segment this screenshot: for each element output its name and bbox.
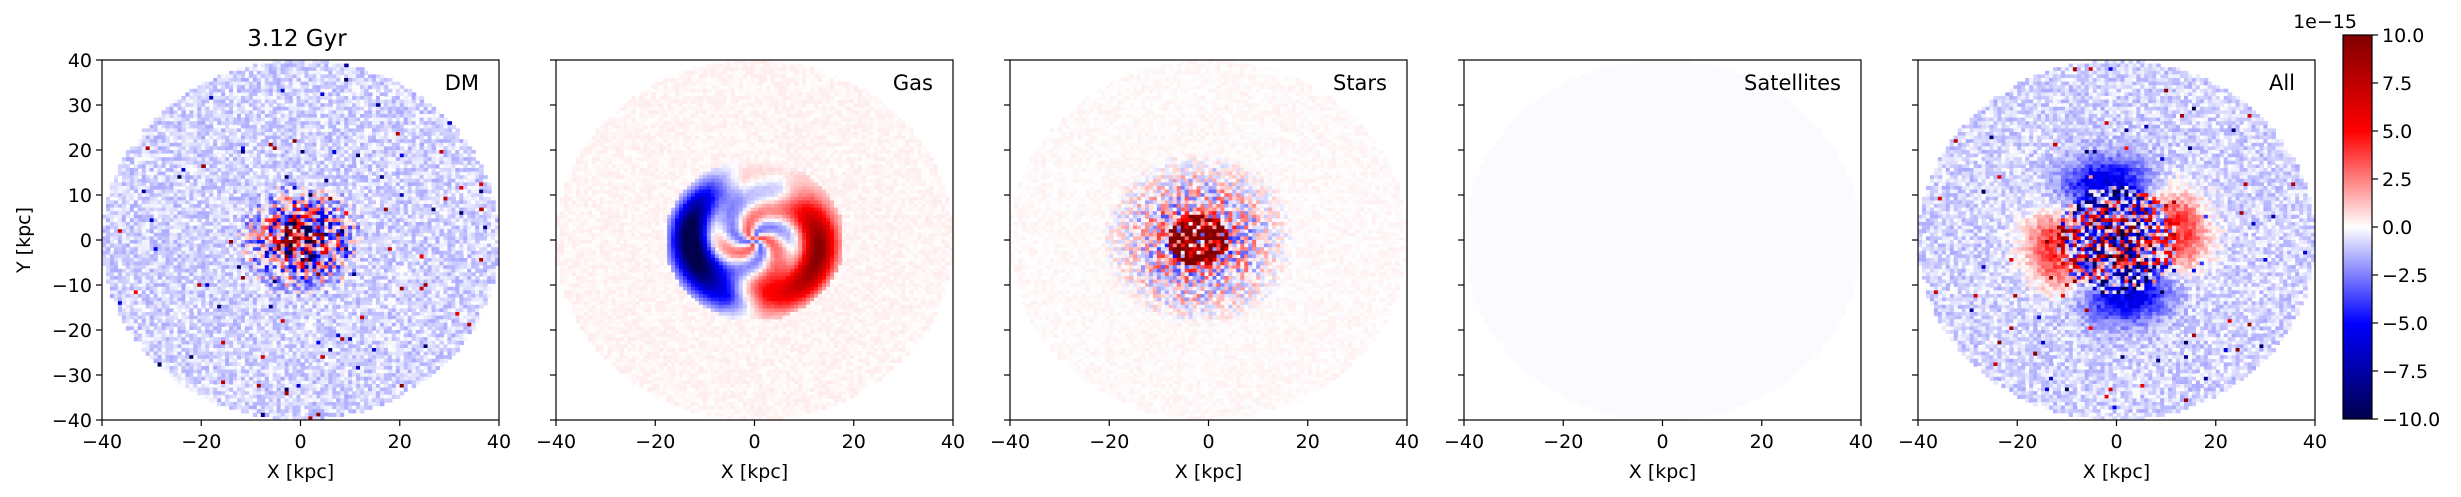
heatmap-cells xyxy=(556,60,953,420)
x-tick-label: 40 xyxy=(1849,431,1873,453)
y-tick-label: 20 xyxy=(68,140,92,162)
x-tick-label: −20 xyxy=(635,431,675,453)
colorbar-tick-label: 0.0 xyxy=(2382,217,2412,239)
x-tick-label: −40 xyxy=(990,431,1030,453)
x-axis-label: X [kpc] xyxy=(1629,461,1696,483)
heatmap-cells xyxy=(1010,60,1407,420)
y-tick-label: 40 xyxy=(68,50,92,72)
x-tick-label: 20 xyxy=(1750,431,1774,453)
time-label: 3.12 Gyr xyxy=(247,26,347,52)
panel-dm: DM −40 −20 0 20 40 X [kpc] 40 30 20 10 0 −10 −20 −30 −4… xyxy=(13,50,511,483)
panel-label: Stars xyxy=(1333,71,1387,95)
colorbar-gradient xyxy=(2342,34,2373,420)
heatmap-cells xyxy=(102,60,499,420)
panels: DM −40 −20 0 20 40 X [kpc] 40 30 20 10 0 −10 −20 −30 −4… xyxy=(13,50,2327,483)
y-tick-label: −30 xyxy=(52,365,92,387)
colorbar: 1e−15 10.0 7.5 5.0 2.5 0.0 −2.5 −5.0 −7.5 −10.0 xyxy=(2293,11,2440,431)
colorbar-tick-label: 10.0 xyxy=(2382,25,2424,47)
x-axis-label: X [kpc] xyxy=(267,461,334,483)
x-tick-label: 40 xyxy=(941,431,965,453)
x-tick-label: −40 xyxy=(82,431,122,453)
x-tick-label: 20 xyxy=(388,431,412,453)
x-tick-label: −40 xyxy=(536,431,576,453)
x-tick-label: 0 xyxy=(1656,431,1668,453)
y-tick-label: 30 xyxy=(68,95,92,117)
panel-label: Gas xyxy=(893,71,933,95)
y-tick-label: −40 xyxy=(52,410,92,432)
colorbar-tick-label: 5.0 xyxy=(2382,121,2412,143)
x-tick-label: −20 xyxy=(1997,431,2037,453)
panel-label: Satellites xyxy=(1744,71,1841,95)
x-tick-label: −20 xyxy=(1089,431,1129,453)
colorbar-tick-label: 2.5 xyxy=(2382,169,2412,191)
x-axis-label: X [kpc] xyxy=(2083,461,2150,483)
panel-label: DM xyxy=(445,71,479,95)
heatmap-cells xyxy=(1918,60,2315,420)
y-tick-label: 10 xyxy=(68,185,92,207)
colorbar-ticks: 10.0 7.5 5.0 2.5 0.0 −2.5 −5.0 −7.5 −10.0 xyxy=(2372,25,2440,431)
x-tick-label: 0 xyxy=(748,431,760,453)
panel-stars: Stars −40 −20 0 20 40 X [kpc] xyxy=(990,59,1419,483)
colorbar-tick-label: −10.0 xyxy=(2382,409,2440,431)
colorbar-tick-label: −5.0 xyxy=(2382,313,2428,335)
panel-gas: Gas −40 −20 0 20 40 X [kpc] xyxy=(536,59,965,483)
colorbar-exponent: 1e−15 xyxy=(2293,11,2357,33)
panel-satellites: Satellites −40 −20 0 20 40 X [kpc] xyxy=(1444,59,1873,483)
panel-label: All xyxy=(2269,71,2295,95)
x-tick-label: 20 xyxy=(2204,431,2228,453)
y-tick-label: −10 xyxy=(52,275,92,297)
y-tick-label: 0 xyxy=(80,230,92,252)
y-tick-label: −20 xyxy=(52,320,92,342)
y-axis-label: Y [kpc] xyxy=(13,207,35,274)
heatmap-cells xyxy=(1464,60,1861,420)
colorbar-tick-label: −7.5 xyxy=(2382,361,2428,383)
x-axis-label: X [kpc] xyxy=(721,461,788,483)
x-tick-label: 0 xyxy=(1202,431,1214,453)
x-tick-label: 0 xyxy=(294,431,306,453)
x-tick-label: 20 xyxy=(1296,431,1320,453)
x-axis-label: X [kpc] xyxy=(1175,461,1242,483)
colorbar-tick-label: 7.5 xyxy=(2382,73,2412,95)
x-tick-label: −40 xyxy=(1898,431,1938,453)
x-tick-label: −40 xyxy=(1444,431,1484,453)
x-tick-label: 40 xyxy=(1395,431,1419,453)
colorbar-tick-label: −2.5 xyxy=(2382,265,2428,287)
x-tick-label: 0 xyxy=(2110,431,2122,453)
x-tick-label: −20 xyxy=(1543,431,1583,453)
x-tick-label: 40 xyxy=(487,431,511,453)
x-tick-label: 20 xyxy=(842,431,866,453)
panel-all: All −40 −20 0 20 40 X [kpc] xyxy=(1898,59,2327,483)
x-tick-label: −20 xyxy=(181,431,221,453)
x-tick-label: 40 xyxy=(2303,431,2327,453)
